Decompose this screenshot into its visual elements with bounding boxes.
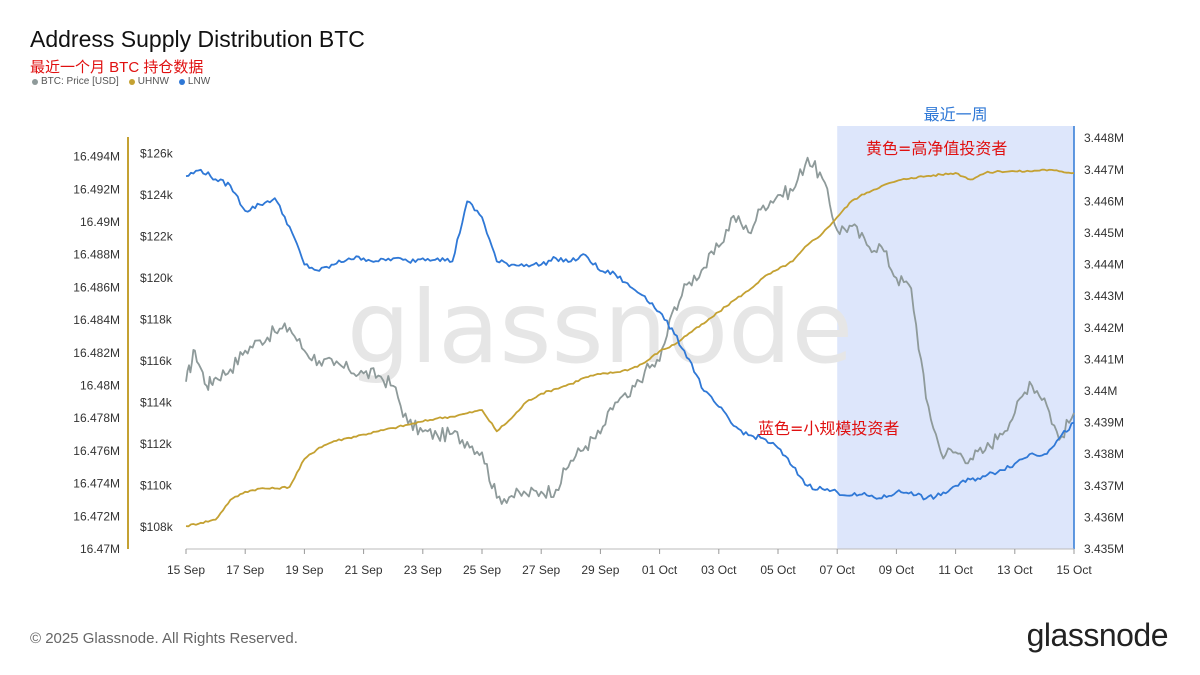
uhnw-tick-label: 16.474M bbox=[73, 477, 120, 491]
x-tick-label: 05 Oct bbox=[760, 563, 796, 577]
uhnw-tick-label: 16.49M bbox=[80, 215, 120, 229]
price-tick-label: $122k bbox=[140, 230, 174, 244]
lnw-tick-label: 3.44M bbox=[1084, 384, 1117, 398]
chart-title: Address Supply Distribution BTC bbox=[30, 26, 365, 52]
x-tick-label: 13 Oct bbox=[997, 563, 1033, 577]
uhnw-tick-label: 16.478M bbox=[73, 411, 120, 425]
lnw-tick-label: 3.445M bbox=[1084, 226, 1124, 240]
series-group bbox=[185, 156, 1075, 528]
lnw-tick-label: 3.448M bbox=[1084, 131, 1124, 145]
legend-uhnw-dot-icon bbox=[128, 78, 135, 85]
lnw-tick-label: 3.439M bbox=[1084, 416, 1124, 430]
x-tick-label: 23 Sep bbox=[404, 563, 442, 577]
legend-item-uhnw[interactable]: UHNW bbox=[128, 76, 169, 87]
x-tick-label: 29 Sep bbox=[581, 563, 619, 577]
x-tick-label: 21 Sep bbox=[345, 563, 383, 577]
glassnode-logo[interactable]: glassnode bbox=[1026, 617, 1169, 653]
legend-lnw-label: LNW bbox=[187, 76, 211, 87]
uhnw-tick-label: 16.492M bbox=[73, 182, 120, 196]
lnw-tick-label: 3.443M bbox=[1084, 289, 1124, 303]
uhnw-tick-label: 16.494M bbox=[73, 150, 120, 164]
uhnw-annotation: 黄色=高净值投资者 bbox=[866, 139, 1007, 158]
lnw-annotation: 蓝色=小规模投资者 bbox=[758, 419, 899, 438]
highlight-label: 最近一周 bbox=[924, 105, 988, 124]
lnw-tick-label: 3.438M bbox=[1084, 447, 1124, 461]
uhnw-tick-label: 16.472M bbox=[73, 509, 120, 523]
highlight-region bbox=[837, 126, 1074, 549]
uhnw-tick-label: 16.482M bbox=[73, 346, 120, 360]
lnw-tick-label: 3.441M bbox=[1084, 352, 1124, 366]
price-tick-label: $126k bbox=[140, 147, 174, 161]
watermark: glassnode bbox=[347, 269, 853, 386]
x-tick-label: 19 Sep bbox=[285, 563, 323, 577]
price-tick-label: $116k bbox=[140, 354, 173, 368]
legend-lnw-dot-icon bbox=[178, 78, 185, 85]
uhnw-tick-label: 16.484M bbox=[73, 313, 120, 327]
lnw-tick-label: 3.435M bbox=[1084, 542, 1124, 556]
x-tick-label: 27 Sep bbox=[522, 563, 560, 577]
price-tick-label: $108k bbox=[140, 520, 174, 534]
uhnw-line bbox=[185, 168, 1075, 528]
price-line bbox=[185, 156, 1075, 505]
x-tick-label: 11 Oct bbox=[938, 563, 973, 577]
uhnw-tick-label: 16.486M bbox=[73, 280, 120, 294]
lnw-tick-label: 3.442M bbox=[1084, 321, 1124, 335]
x-tick-label: 25 Sep bbox=[463, 563, 501, 577]
x-tick-label: 15 Sep bbox=[167, 563, 205, 577]
price-tick-label: $110k bbox=[140, 479, 173, 493]
price-tick-label: $124k bbox=[140, 188, 174, 202]
legend-price-label: BTC: Price [USD] bbox=[41, 76, 119, 87]
lnw-tick-label: 3.447M bbox=[1084, 163, 1124, 177]
x-tick-label: 17 Sep bbox=[226, 563, 264, 577]
legend-item-lnw[interactable]: LNW bbox=[178, 76, 211, 87]
x-tick-label: 09 Oct bbox=[879, 563, 915, 577]
legend-item-price[interactable]: BTC: Price [USD] bbox=[32, 76, 119, 87]
legend-uhnw-label: UHNW bbox=[137, 76, 169, 87]
x-tick-label: 07 Oct bbox=[820, 563, 856, 577]
chart-subtitle: 最近一个月 BTC 持仓数据 bbox=[30, 59, 204, 76]
lnw-line bbox=[185, 168, 1075, 501]
lnw-tick-label: 3.446M bbox=[1084, 194, 1124, 208]
uhnw-tick-label: 16.488M bbox=[73, 248, 120, 262]
lnw-tick-label: 3.436M bbox=[1084, 510, 1124, 524]
price-tick-label: $120k bbox=[140, 271, 174, 285]
copyright: © 2025 Glassnode. All Rights Reserved. bbox=[30, 630, 298, 647]
legend-price-dot-icon bbox=[32, 78, 38, 85]
x-tick-label: 15 Oct bbox=[1056, 563, 1092, 577]
x-tick-label: 01 Oct bbox=[642, 563, 678, 577]
price-tick-label: $118k bbox=[140, 313, 173, 327]
axes: 16.47M 16.472M 16.474M 16.476M 16.478M 16.48M… bbox=[73, 126, 1124, 577]
x-tick-label: 03 Oct bbox=[701, 563, 737, 577]
uhnw-tick-label: 16.48M bbox=[80, 379, 120, 393]
price-tick-label: $114k bbox=[140, 396, 173, 410]
price-tick-label: $112k bbox=[140, 437, 173, 451]
uhnw-tick-label: 16.476M bbox=[73, 444, 120, 458]
lnw-tick-label: 3.444M bbox=[1084, 258, 1124, 272]
legend: BTC: Price [USD] UHNW LNW bbox=[32, 76, 210, 87]
uhnw-tick-label: 16.47M bbox=[80, 542, 120, 556]
lnw-tick-label: 3.437M bbox=[1084, 479, 1124, 493]
